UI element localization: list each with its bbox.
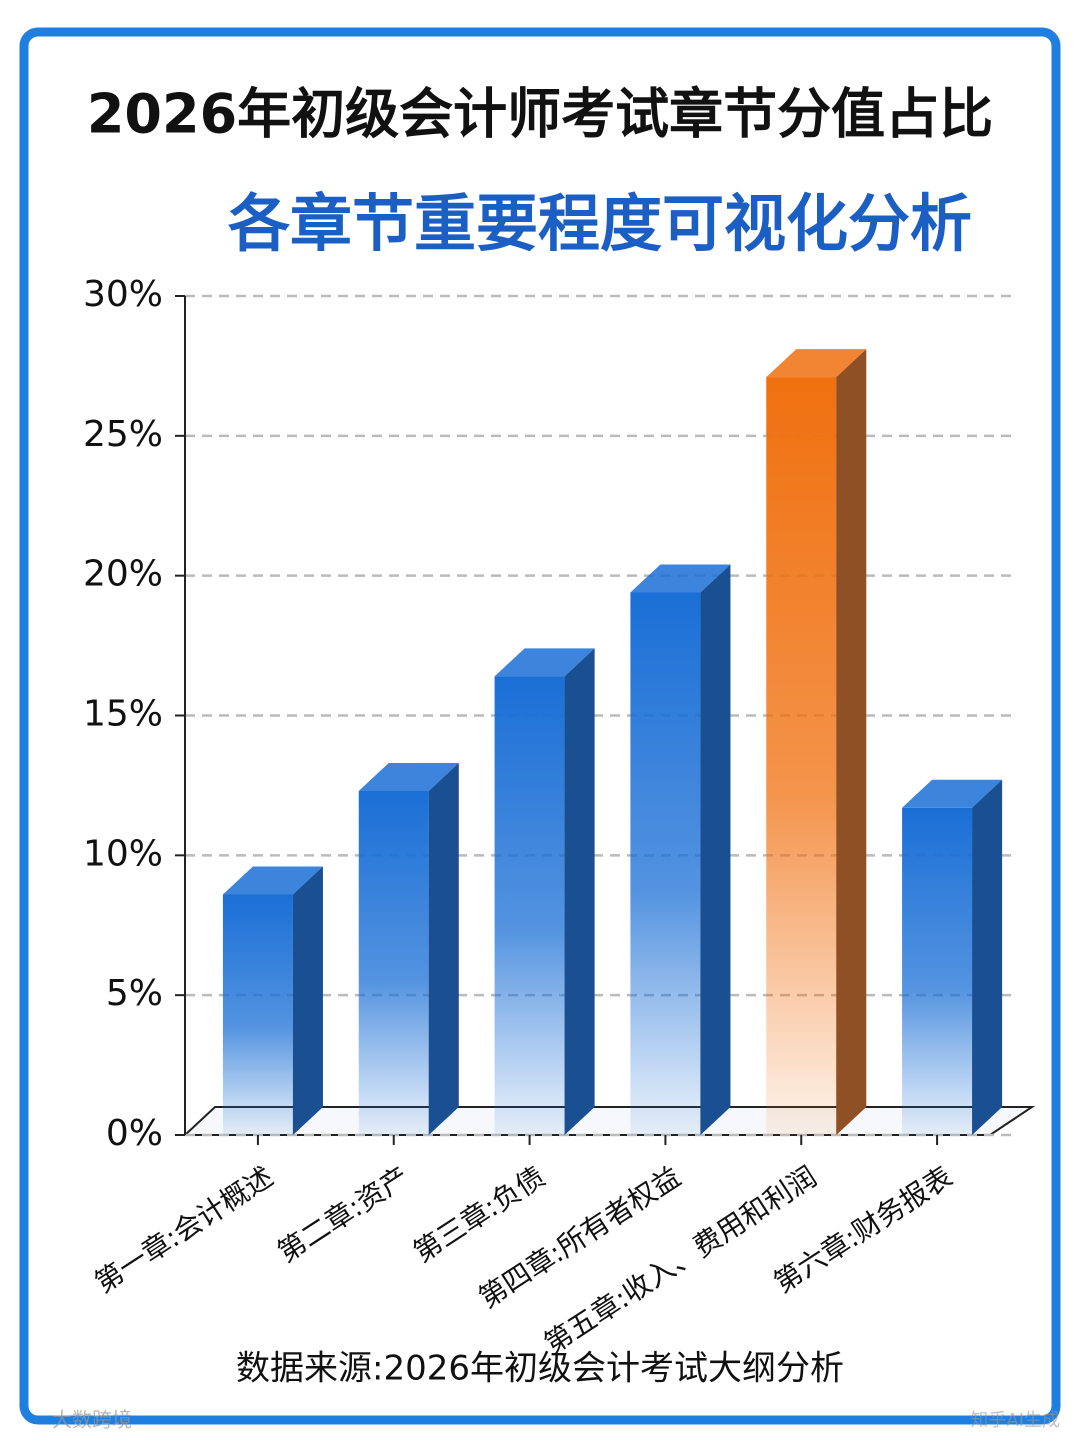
y-tick-label: 15% — [83, 694, 163, 735]
bar-top — [358, 763, 459, 792]
bar — [222, 894, 293, 1135]
y-tick-label: 25% — [83, 414, 163, 455]
bar — [494, 676, 565, 1135]
bar-side-shade — [972, 779, 1003, 1135]
y-tick-label: 10% — [83, 833, 163, 874]
y-tick-label: 30% — [83, 274, 163, 315]
y-tick-label: 5% — [106, 973, 163, 1014]
bar — [358, 791, 429, 1135]
source-note: 数据来源:2026年初级会计考试大纲分析 — [236, 1349, 844, 1389]
bar-side — [428, 763, 459, 1135]
bar-side — [564, 648, 595, 1135]
bar-side-shade — [700, 564, 731, 1135]
frame — [19, 27, 1061, 1425]
chart-subtitle: 各章节重要程度可视化分析 — [228, 187, 972, 260]
bar-top — [902, 779, 1003, 808]
bar-top — [494, 648, 595, 677]
bar-top — [222, 866, 323, 895]
bar-side — [972, 779, 1003, 1135]
watermark: 知乎AI生成 — [970, 1410, 1060, 1431]
bar-top — [630, 564, 731, 593]
bar-side — [836, 349, 867, 1135]
bar-side-shade — [428, 763, 459, 1135]
bar — [766, 377, 837, 1135]
bar — [630, 592, 701, 1135]
y-tick-label: 20% — [83, 554, 163, 595]
bar-side-shade — [292, 866, 323, 1135]
bar-top — [766, 349, 867, 378]
bar-side-shade — [836, 349, 867, 1135]
y-tick-label: 0% — [106, 1113, 163, 1154]
bar-side — [700, 564, 731, 1135]
bar-side-shade — [564, 648, 595, 1135]
bar — [902, 807, 973, 1135]
chart-title: 2026年初级会计师考试章节分值占比 — [87, 83, 993, 146]
watermark: 大数跨境 — [52, 1408, 132, 1432]
bar-side — [292, 866, 323, 1135]
